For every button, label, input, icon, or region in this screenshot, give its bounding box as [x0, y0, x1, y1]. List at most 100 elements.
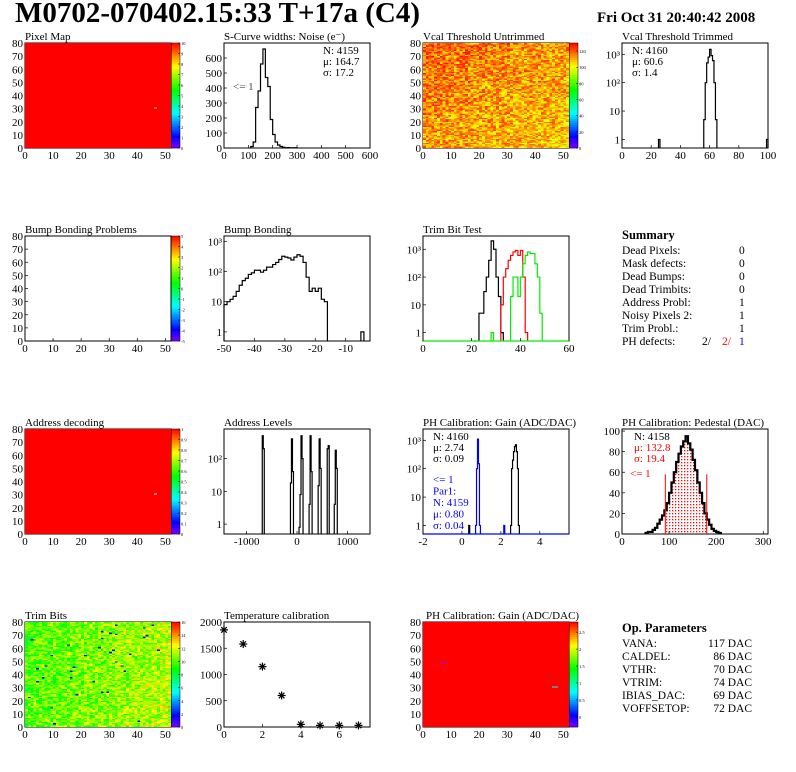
y-tick-label: 60 [12, 643, 24, 655]
x-tick-label: 300 [289, 150, 306, 162]
x-tick-label: 30 [104, 536, 116, 548]
x-tick-label: 50 [160, 536, 172, 548]
x-tick-label: -10 [338, 343, 353, 355]
colorbar-tick-label: 1 [579, 681, 581, 686]
colorbar-band [171, 693, 180, 696]
selected-bin [685, 436, 688, 534]
colorbar-band [171, 458, 180, 461]
selected-bin [692, 459, 695, 534]
selected-bin [690, 449, 693, 534]
summary-label: PH defects: [622, 336, 676, 348]
colorbar-band [569, 708, 578, 711]
x-tick-label: -20 [308, 343, 323, 355]
colorbar-tick-label: 2 [181, 712, 183, 717]
colorbar-tick-label: 0.4 [181, 490, 187, 495]
summary-value: 0 [739, 284, 745, 296]
colorbar-band [171, 703, 180, 707]
x-tick-label: -2 [418, 536, 427, 548]
colorbar-band [171, 473, 180, 476]
x-tick-label: 40 [132, 150, 144, 162]
colorbar-band [171, 632, 180, 635]
op-parameter-label: VTRIM: [622, 677, 663, 689]
colorbar-band [171, 240, 180, 243]
y-tick-label: 0 [18, 529, 24, 541]
op-parameter-label: VOFFSETOP: [622, 703, 690, 715]
x-tick-label: 40 [132, 536, 144, 548]
y-tick-label: 500 [206, 696, 223, 708]
y-tick-label: 20 [12, 503, 24, 515]
y-tick-label: 10³ [407, 244, 422, 256]
stats-line: σ: 1.4 [632, 67, 658, 79]
colorbar-tick-label: 2.5 [579, 630, 585, 635]
x-tick-label: 0 [221, 150, 227, 162]
stats-line: σ: 0.09 [433, 453, 464, 465]
colorbar-band [569, 720, 578, 724]
y-tick-label: 80 [609, 447, 621, 459]
y-tick-label: 500 [206, 68, 223, 80]
colorbar-band [569, 693, 578, 696]
summary-value: 1 [739, 297, 745, 309]
colorbar-band [171, 122, 180, 126]
colorbar-band [171, 504, 180, 507]
colorbar-band [171, 670, 180, 673]
colorbar-band [171, 678, 180, 682]
chart-title: Pixel Map [25, 31, 71, 43]
x-tick-label: 20 [76, 536, 88, 548]
colorbar-band [171, 513, 180, 516]
y-tick-label: 20 [12, 310, 24, 322]
histogram-series-0 [474, 240, 504, 342]
colorbar-band [171, 294, 180, 298]
y-tick-label: 70 [12, 244, 24, 256]
y-tick-label: 30 [410, 104, 422, 116]
y-tick-label: 80 [12, 617, 24, 629]
selected-bin [697, 482, 700, 534]
colorbar-tick-label: 12 [181, 646, 186, 651]
colorbar-band [171, 70, 180, 73]
y-tick-label: 10 [609, 106, 621, 118]
colorbar-band [171, 97, 180, 100]
colorbar-band [171, 53, 180, 56]
colorbar-band [569, 129, 578, 132]
heatmap-cells [25, 622, 171, 727]
colorbar-band [171, 439, 180, 442]
colorbar-tick-label: 0.8 [181, 448, 187, 453]
x-tick-label: -40 [247, 343, 262, 355]
y-tick-label: 0 [416, 143, 422, 155]
op-parameter-value: 72 DAC [713, 703, 752, 715]
data-point [354, 721, 363, 730]
y-tick-label: 50 [12, 656, 24, 668]
colorbar-band [569, 664, 578, 667]
op-parameter-row: VANA: 117 DAC [622, 638, 792, 651]
colorbar-band [171, 653, 180, 656]
colorbar-band [171, 57, 180, 61]
ph-defects-value-3: 1 [739, 336, 745, 348]
colorbar-band [171, 278, 180, 281]
colorbar-band [171, 527, 180, 531]
colorbar-band [171, 313, 180, 317]
summary-label: Mask defects: [622, 258, 687, 270]
y-tick-label: 0 [18, 143, 24, 155]
colorbar-band [171, 701, 180, 705]
colorbar-band [171, 324, 180, 327]
colorbar-band [171, 720, 180, 724]
stats2-line: μ: 0.80 [433, 509, 464, 521]
colorbar-band [569, 59, 578, 63]
y-tick-label: 30 [12, 490, 24, 502]
colorbar-band [569, 82, 578, 86]
colorbar-band [171, 93, 180, 96]
colorbar-band [171, 76, 180, 79]
x-tick-label: -50 [217, 343, 232, 355]
summary-title: Summary [622, 228, 675, 242]
colorbar-band [171, 95, 180, 98]
colorbar-band [171, 712, 180, 715]
x-tick-label: 20 [76, 343, 88, 355]
colorbar-band [171, 450, 180, 453]
colorbar-band [171, 263, 180, 266]
colorbar-tick-label: 2 [181, 266, 183, 271]
y-tick-label: 50 [12, 270, 24, 282]
y-tick-label: 0 [18, 722, 24, 734]
colorbar-band [171, 290, 180, 293]
colorbar-band [171, 139, 180, 142]
colorbar-band [569, 668, 578, 671]
op-parameter-label: IBIAS_DAC: [622, 690, 686, 702]
